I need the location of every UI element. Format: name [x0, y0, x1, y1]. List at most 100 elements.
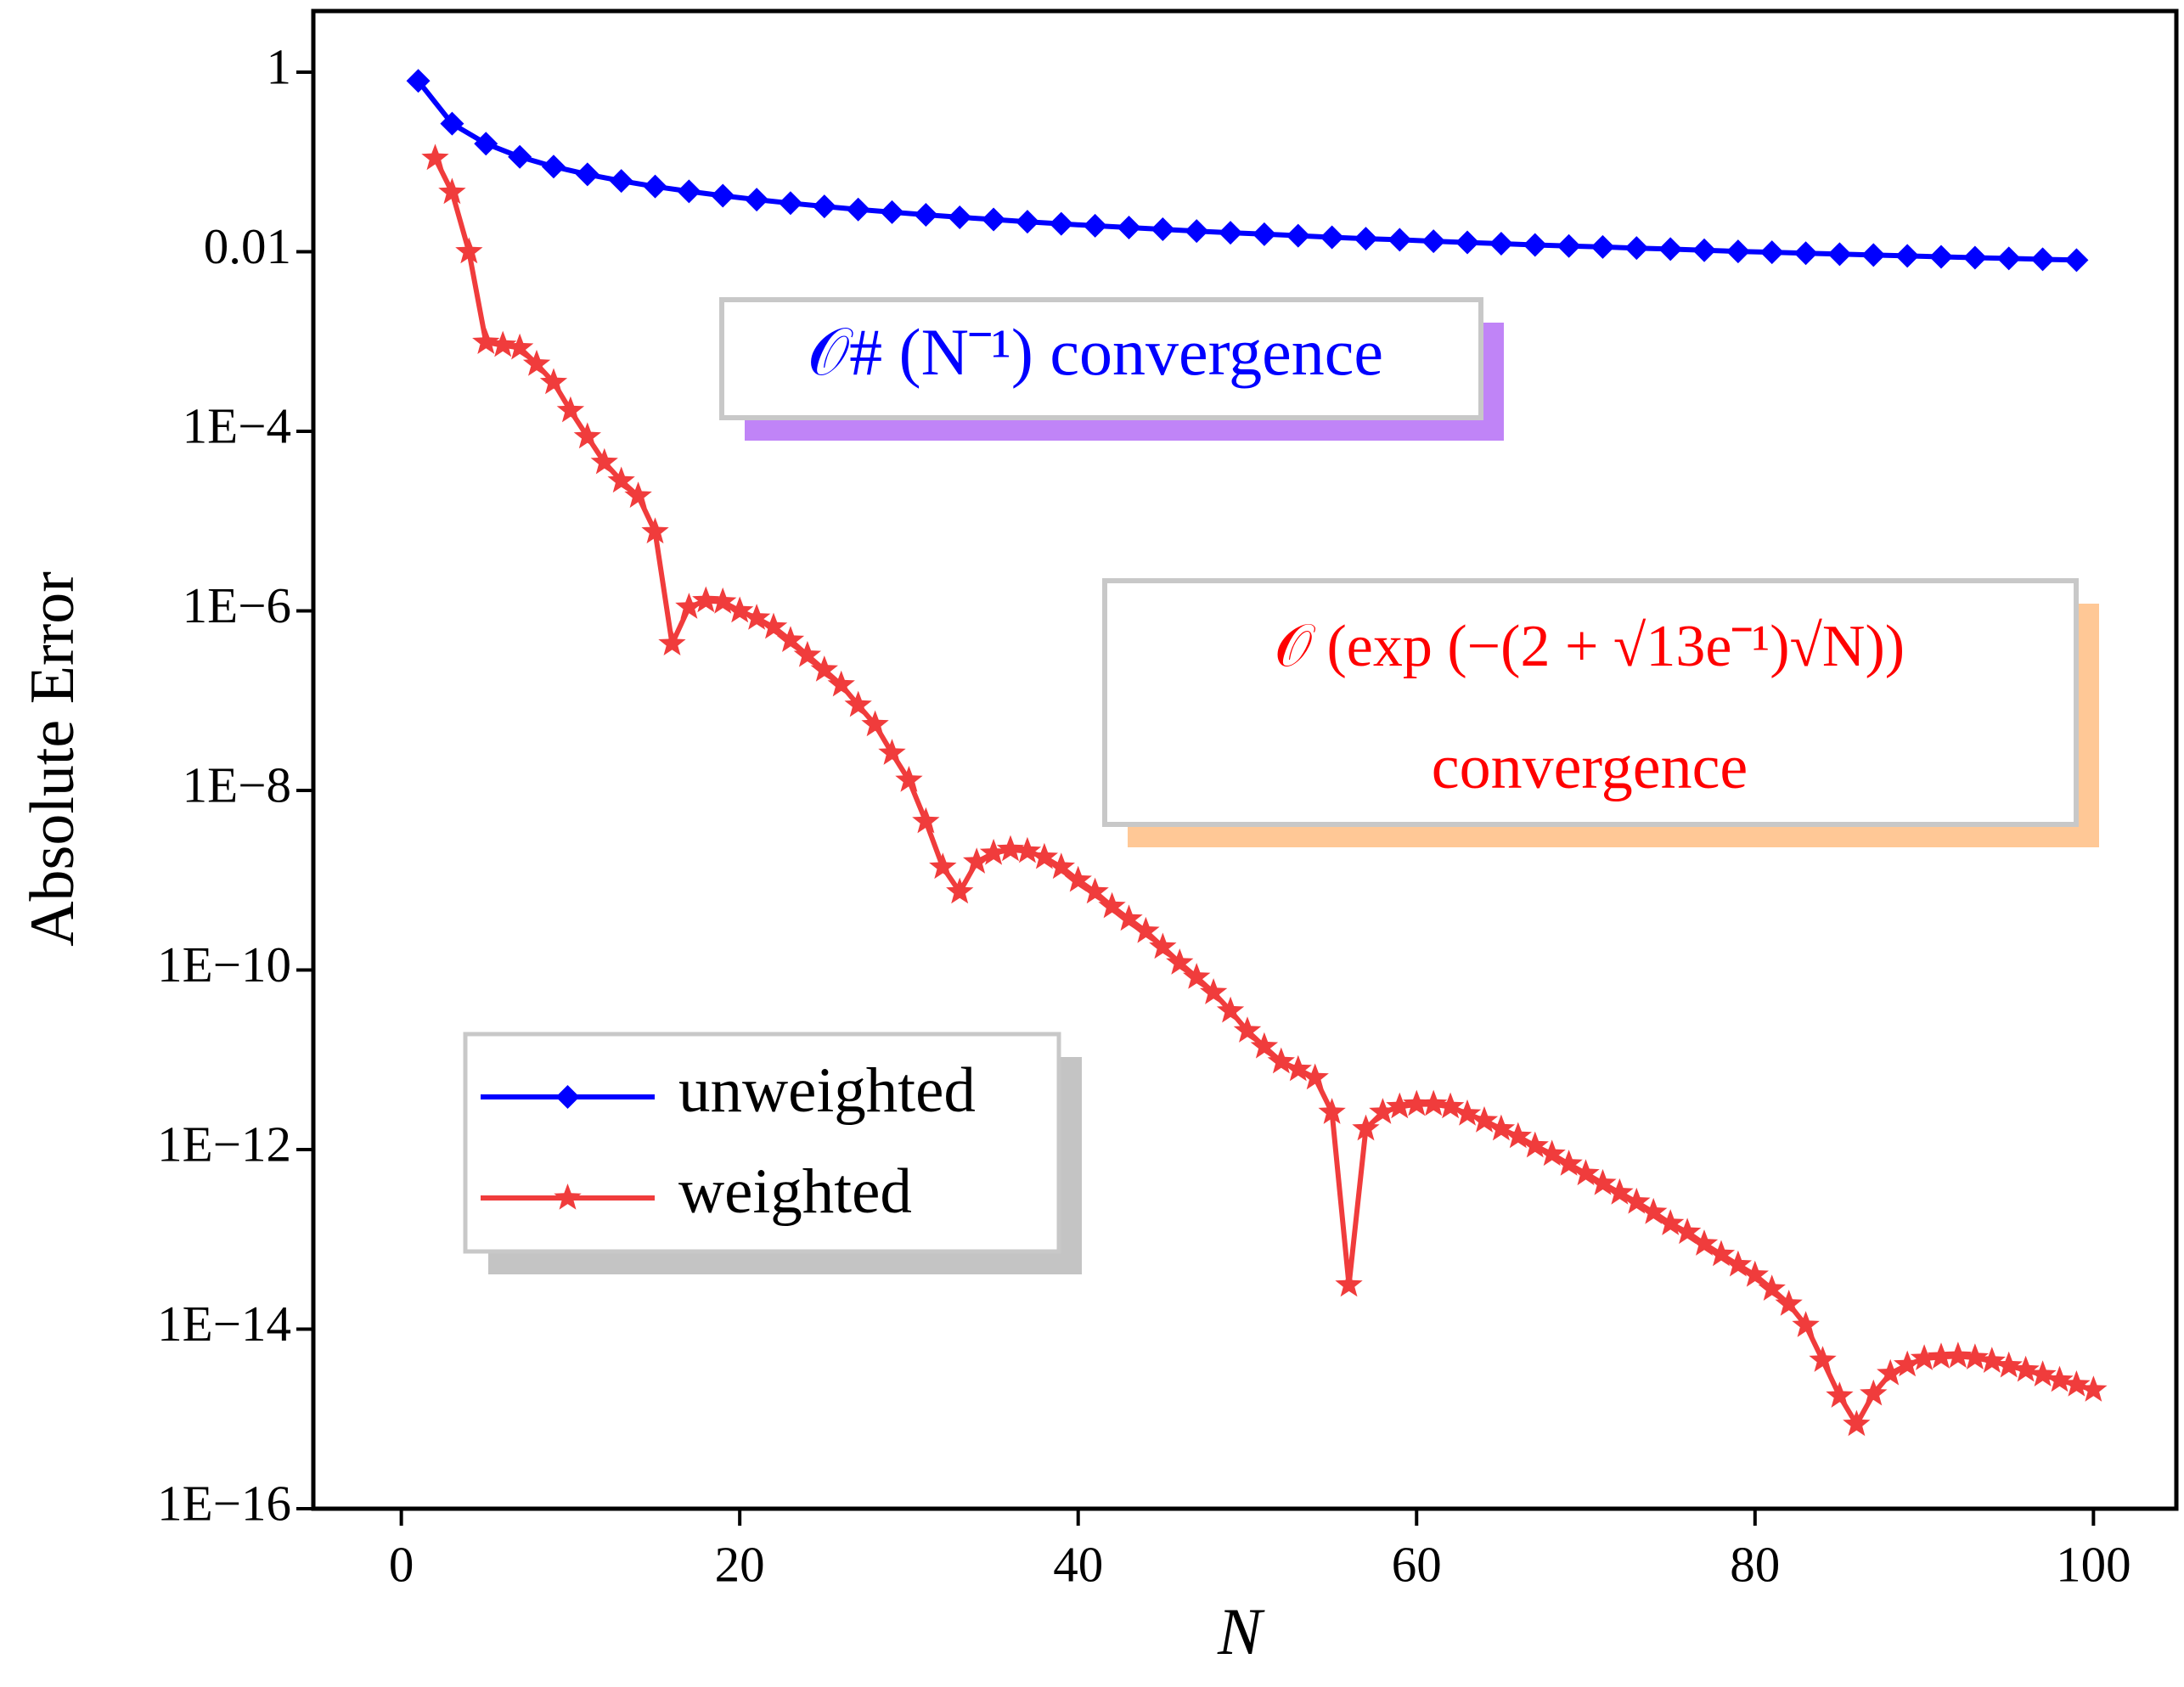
marker [2064, 248, 2089, 273]
marker [1995, 1351, 2023, 1378]
marker [1335, 1270, 1363, 1297]
marker [1267, 1047, 1295, 1074]
marker [1219, 221, 1243, 245]
marker [1673, 1217, 1702, 1245]
marker [1894, 1350, 1922, 1377]
annotation-box [1102, 578, 2079, 827]
marker [1487, 1114, 1516, 1141]
marker [658, 629, 686, 655]
x-tick-label: 0 [389, 1537, 414, 1593]
marker [1185, 219, 1209, 244]
marker [505, 333, 534, 360]
marker [624, 481, 652, 509]
marker [1538, 1139, 1566, 1167]
legend-label: weighted [678, 1156, 912, 1227]
marker [1657, 1209, 1685, 1235]
x-tick-label: 20 [715, 1537, 765, 1593]
marker [1301, 1063, 1329, 1090]
marker [1589, 1168, 1617, 1195]
plot-frame [311, 8, 2179, 1511]
marker [677, 179, 701, 204]
marker [1861, 243, 1886, 267]
marker [812, 194, 836, 219]
marker [1354, 227, 1378, 251]
marker [2046, 1365, 2074, 1392]
marker [692, 586, 720, 613]
marker [914, 203, 938, 228]
marker [472, 328, 500, 354]
marker [573, 422, 601, 449]
marker [1555, 1150, 1583, 1176]
marker [982, 207, 1006, 232]
marker [1775, 1290, 1803, 1316]
marker [861, 710, 889, 737]
marker [522, 349, 551, 376]
x-tick-label: 40 [1053, 1537, 1103, 1593]
marker [2030, 247, 2055, 272]
marker [711, 183, 735, 208]
annotation-text: convergence [1432, 733, 1748, 802]
marker [1252, 222, 1276, 246]
marker [1521, 1131, 1549, 1158]
marker [590, 447, 618, 475]
marker [1047, 852, 1075, 880]
marker [1284, 1054, 1312, 1082]
marker [1250, 1032, 1279, 1059]
marker [1318, 1098, 1346, 1124]
marker [878, 739, 906, 765]
marker [963, 847, 991, 874]
marker [575, 162, 599, 187]
marker [556, 396, 585, 423]
marker [406, 69, 431, 93]
y-tick-label: 1E−8 [183, 757, 291, 813]
marker [1386, 1092, 1414, 1119]
y-tick-label: 1E−4 [183, 398, 291, 454]
marker [1690, 1229, 1719, 1256]
marker [1572, 1159, 1600, 1186]
marker [1081, 877, 1109, 904]
x-tick-label: 80 [1730, 1537, 1780, 1593]
y-tick-label: 1 [267, 39, 292, 95]
marker [1792, 1311, 1820, 1337]
marker [1115, 904, 1143, 931]
marker [759, 612, 788, 639]
y-axis-label: Absolute Error [18, 571, 87, 947]
marker [1827, 242, 1852, 267]
marker [1895, 244, 1920, 268]
marker [1944, 1341, 1973, 1369]
marker [778, 191, 802, 216]
marker [1877, 1358, 1905, 1386]
marker [1420, 1089, 1448, 1116]
marker [1151, 217, 1175, 242]
x-tick-label: 60 [1392, 1537, 1442, 1593]
marker [1470, 1105, 1499, 1133]
marker [1793, 241, 1818, 266]
marker [1996, 246, 2021, 271]
marker [1741, 1260, 1769, 1287]
marker [827, 670, 855, 697]
marker [1843, 1409, 1871, 1437]
y-tick-label: 1E−16 [157, 1476, 291, 1532]
marker [2012, 1355, 2040, 1382]
marker [929, 852, 957, 880]
marker [895, 766, 923, 792]
marker [1049, 211, 1073, 236]
marker [1978, 1347, 2006, 1373]
marker [1961, 1343, 1989, 1369]
marker [1013, 836, 1042, 863]
marker [1030, 842, 1058, 869]
marker [440, 111, 464, 136]
annotation-text: 𝒪# (N⁻¹) convergence [808, 315, 1383, 389]
marker [2029, 1360, 2057, 1386]
marker [1320, 225, 1344, 250]
marker [996, 835, 1025, 862]
marker [1388, 228, 1412, 252]
annotation-text: 𝒪 (exp (−(2 + √13e⁻¹)√N)) [1275, 614, 1905, 679]
marker [1183, 963, 1211, 989]
marker [1352, 1114, 1380, 1141]
marker [948, 205, 972, 229]
marker [508, 144, 532, 169]
annotation-box [719, 297, 1483, 420]
marker [1369, 1098, 1397, 1124]
